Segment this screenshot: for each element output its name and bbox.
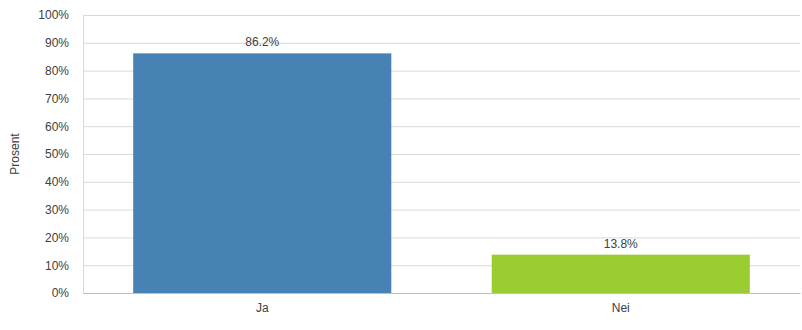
y-tick: 80% [45, 64, 83, 78]
x-tick: Ja [256, 293, 269, 315]
chart: 0% 10% 20% 30% 40% 50% 60% 70% 80% 90% 100% Ja Nei 86… [0, 0, 802, 330]
y-tick: 60% [45, 120, 83, 134]
y-tick-label: 40% [45, 175, 69, 189]
y-tick-label: 100% [38, 8, 69, 22]
data-label: 86.2% [245, 35, 279, 49]
y-tick: 50% [45, 147, 83, 161]
y-tick: 0% [52, 286, 83, 300]
y-tick-label: 90% [45, 36, 69, 50]
y-tick-label: 30% [45, 203, 69, 217]
plot: 0% 10% 20% 30% 40% 50% 60% 70% 80% 90% 100% Ja Nei 86… [38, 8, 800, 314]
grid-line [83, 15, 800, 16]
y-tick-label: 60% [45, 120, 69, 134]
x-tick-label: Nei [612, 301, 630, 315]
data-label: 13.8% [604, 237, 638, 251]
y-tick-label: 10% [45, 259, 69, 273]
x-tick-label: Ja [256, 301, 269, 315]
y-tick: 90% [45, 36, 83, 50]
x-tick: Nei [612, 293, 630, 315]
grid-line [83, 43, 800, 44]
y-tick: 40% [45, 175, 83, 189]
grid-line [83, 293, 800, 294]
y-tick: 20% [45, 231, 83, 245]
y-tick-label: 70% [45, 92, 69, 106]
x-axis: Ja Nei [84, 293, 801, 315]
bar [133, 53, 391, 293]
y-axis-line [83, 16, 84, 294]
y-tick-label: 20% [45, 231, 69, 245]
y-tick-label: 50% [45, 147, 69, 161]
y-tick: 70% [45, 92, 83, 106]
x-axis-line [84, 293, 801, 294]
y-tick-label: 0% [52, 286, 70, 300]
y-tick: 30% [45, 203, 83, 217]
y-tick: 100% [38, 8, 83, 22]
bar [492, 255, 750, 293]
data-labels: 86.2% 13.8% [245, 35, 638, 250]
y-tick: 10% [45, 259, 83, 273]
y-axis: 0% 10% 20% 30% 40% 50% 60% 70% 80% 90% 100% [38, 8, 83, 300]
grid [83, 16, 800, 294]
y-axis-title: Prosent [8, 133, 22, 175]
bars [133, 53, 750, 293]
y-tick-label: 80% [45, 64, 69, 78]
